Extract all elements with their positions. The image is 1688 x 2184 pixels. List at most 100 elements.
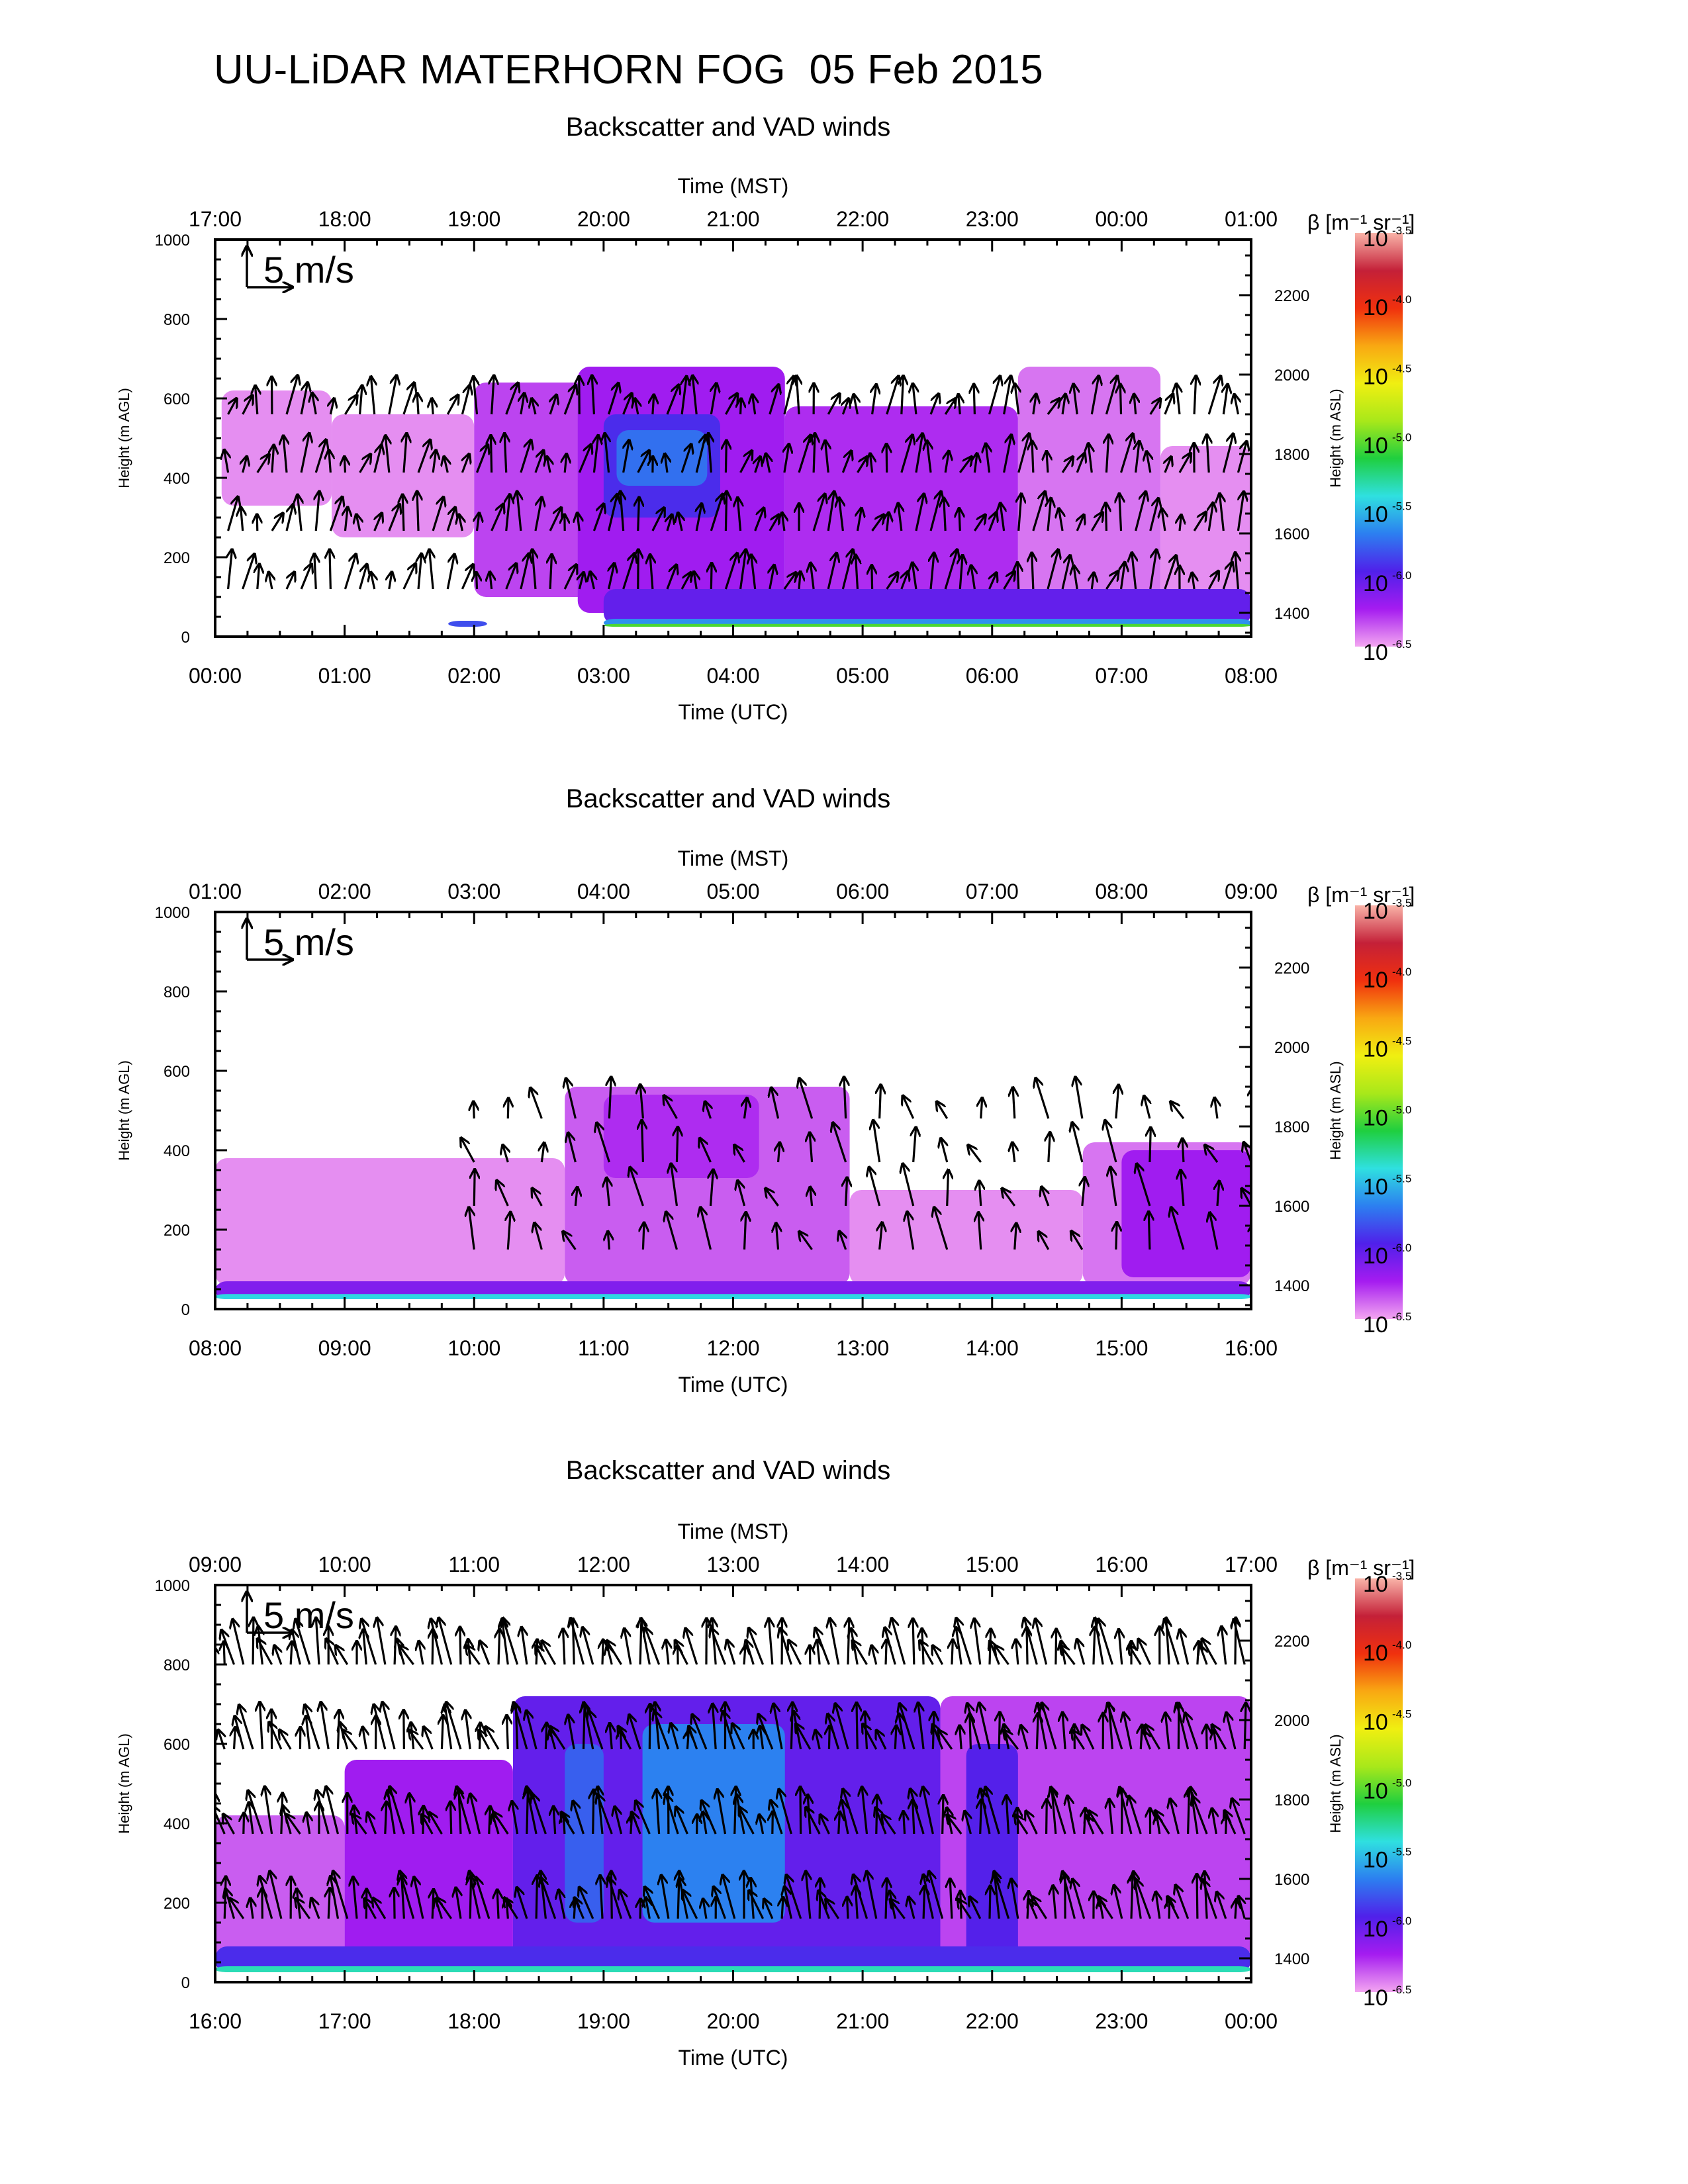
wind-arrow xyxy=(959,457,972,473)
wind-arrow xyxy=(908,1897,914,1919)
wind-arrow xyxy=(281,1793,283,1835)
wind-arrow xyxy=(504,1897,518,1919)
x-top-tick-label: 04:00 xyxy=(577,880,630,903)
x-top-tick-label: 14:00 xyxy=(836,1553,889,1576)
colorbar-tick-base: 10 xyxy=(1363,1244,1388,1269)
y-right-tick-label: 1800 xyxy=(1274,446,1309,464)
wind-arrow xyxy=(915,494,924,531)
colorbar-tick-label: 10 -3.5 xyxy=(1363,897,1411,924)
wind-arrow xyxy=(934,1207,949,1250)
wind-arrow xyxy=(507,1715,508,1750)
y-left-tick-label: 200 xyxy=(164,1222,190,1240)
wind-arrow xyxy=(825,440,829,473)
wind-arrow xyxy=(235,1716,245,1750)
colorbar-tick-base: 10 xyxy=(1363,1312,1388,1338)
y-axis-label-asl: Height (m ASL) xyxy=(1327,1061,1344,1160)
wind-arrow xyxy=(1209,1212,1219,1250)
y-left-tick-label: 400 xyxy=(164,470,190,488)
wind-arrow xyxy=(297,494,301,531)
wind-arrow xyxy=(228,549,232,590)
wind-arrow xyxy=(1149,1212,1150,1250)
wind-arrow xyxy=(1119,1629,1122,1665)
wind-arrow xyxy=(1032,1897,1047,1919)
wind-arrow xyxy=(680,444,691,473)
wind-arrow xyxy=(1058,508,1062,531)
wind-arrow xyxy=(947,1169,949,1206)
wind-arrow xyxy=(945,451,949,473)
panel-1-title: Backscatter and VAD winds xyxy=(565,113,891,142)
wind-arrow xyxy=(432,398,433,415)
wind-arrow xyxy=(1164,394,1173,415)
colorbar-tick-label: 10 -6.5 xyxy=(1363,1983,1411,2011)
wind-arrow xyxy=(1144,1096,1150,1119)
colorbar-label: β [m⁻¹ sr⁻¹] xyxy=(1307,1556,1415,1580)
wind-arrow xyxy=(422,1814,434,1835)
wind-arrow xyxy=(723,1875,736,1919)
wind-arrow xyxy=(1062,394,1065,415)
wind-arrow xyxy=(649,1704,650,1750)
wind-arrow xyxy=(578,444,591,473)
vad-wind-arrows xyxy=(215,1617,1246,1919)
wind-arrow xyxy=(1221,1626,1225,1665)
wind-arrow xyxy=(476,572,477,590)
wind-arrow xyxy=(735,1787,736,1835)
wind-arrow xyxy=(661,1875,670,1919)
wind-arrow xyxy=(745,1212,746,1250)
wind-arrow xyxy=(593,1790,594,1835)
wind-arrow xyxy=(1003,435,1011,473)
wind-arrow xyxy=(489,1806,491,1835)
wind-arrow xyxy=(886,443,887,473)
wind-arrow xyxy=(520,440,531,473)
wind-arrow xyxy=(461,385,469,415)
wind-arrow xyxy=(818,1891,830,1919)
wind-arrow xyxy=(563,565,577,590)
backscatter-field xyxy=(222,367,1251,627)
wind-arrow xyxy=(417,491,418,531)
wind-arrow xyxy=(1077,515,1084,531)
wind-arrow xyxy=(577,513,579,531)
wind-arrow xyxy=(402,563,416,590)
wind-arrow xyxy=(1235,1899,1237,1919)
colorbar-tick-base: 10 xyxy=(1363,1175,1388,1200)
colorbar-tick-base: 10 xyxy=(1363,1641,1388,1666)
wind-arrow xyxy=(846,1177,847,1206)
wind-arrow xyxy=(880,1085,881,1119)
x-bottom-tick-label: 19:00 xyxy=(577,2009,630,2033)
y-right-tick-label: 2200 xyxy=(1274,960,1309,978)
wind-arrow xyxy=(272,445,274,473)
wind-arrow xyxy=(521,393,524,415)
colorbar-tick-label: 10 -4.5 xyxy=(1363,1034,1411,1062)
chart-panel-1: 00:00 01:00 02:00 03:00 04:00 05:00 06:00 07:00… xyxy=(116,174,1415,724)
wind-arrow xyxy=(759,1714,774,1750)
wind-arrow xyxy=(986,443,989,473)
wind-arrow xyxy=(532,1188,543,1206)
backscatter-region xyxy=(215,1158,565,1285)
wind-arrow xyxy=(399,1645,414,1665)
wind-arrow xyxy=(1137,1163,1151,1206)
wind-arrow xyxy=(258,564,259,590)
wind-arrow xyxy=(671,1723,679,1750)
wind-arrow xyxy=(784,444,789,473)
wind-arrow xyxy=(1090,512,1103,531)
wind-arrow xyxy=(373,445,382,473)
wind-arrow xyxy=(937,1101,949,1119)
wind-arrow xyxy=(1041,1187,1049,1206)
wind-arrow xyxy=(497,1889,498,1919)
colorbar-tick-base: 10 xyxy=(1363,502,1388,527)
wind-arrow xyxy=(907,1212,915,1250)
wind-arrow xyxy=(285,375,298,415)
colorbar-tick-base: 10 xyxy=(1363,1106,1388,1131)
colorbar-tick-base: 10 xyxy=(1363,295,1388,320)
wind-arrow xyxy=(675,1640,688,1665)
wind-arrow xyxy=(1003,376,1011,415)
y-axis-label-agl: Height (m AGL) xyxy=(116,388,132,488)
wind-arrow xyxy=(609,1878,623,1919)
x-bottom-tick-label: 17:00 xyxy=(318,2009,371,2033)
wind-arrow xyxy=(597,1794,613,1835)
wind-arrow xyxy=(841,1800,849,1835)
wind-arrow xyxy=(409,1794,413,1835)
wind-arrow xyxy=(990,1629,991,1665)
wind-arrow xyxy=(291,1641,292,1665)
wind-arrow xyxy=(843,398,849,415)
wind-arrow xyxy=(923,1874,934,1919)
